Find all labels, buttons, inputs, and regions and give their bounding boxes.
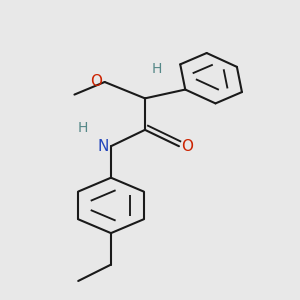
Text: H: H: [78, 121, 88, 135]
Text: O: O: [181, 139, 193, 154]
Text: N: N: [97, 139, 109, 154]
Text: O: O: [90, 74, 102, 89]
Text: H: H: [151, 62, 162, 76]
